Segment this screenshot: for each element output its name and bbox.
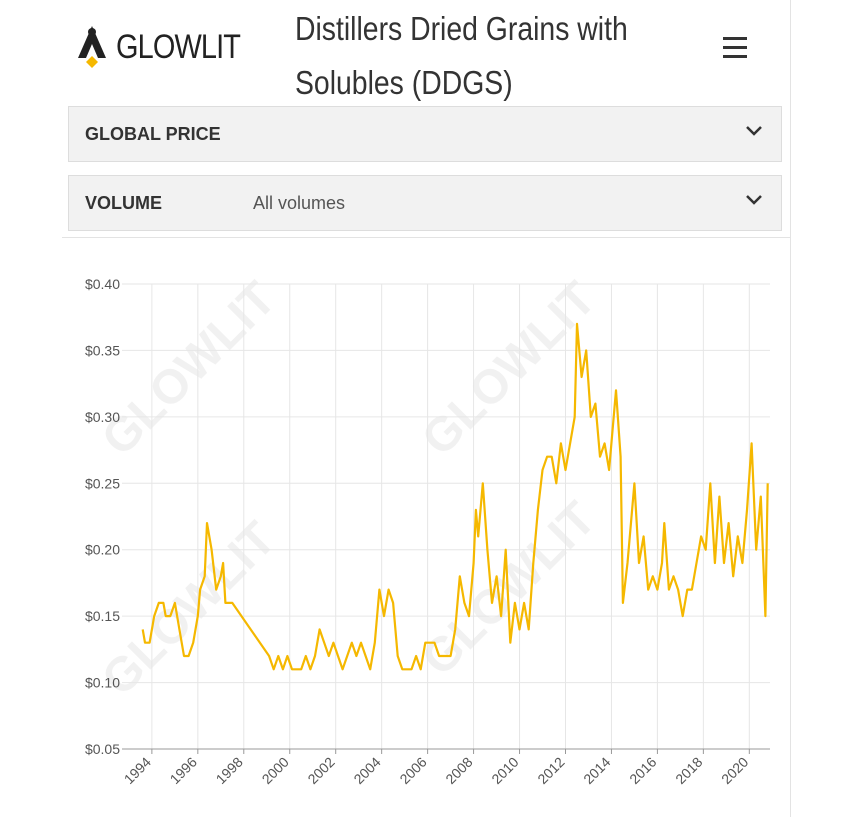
- x-tick-label: 1998: [213, 754, 246, 787]
- x-tick-label: 2016: [626, 754, 659, 787]
- x-tick-label: 2012: [534, 754, 567, 787]
- x-tick-label: 2006: [396, 754, 429, 787]
- border: [790, 0, 791, 817]
- x-tick-label: 2020: [718, 754, 751, 787]
- logo-icon: [78, 26, 106, 68]
- logo-text: GLOWLIT: [116, 27, 241, 66]
- y-tick-label: $0.25: [85, 475, 120, 491]
- divider: [62, 237, 790, 238]
- x-tick-label: 2002: [304, 754, 337, 787]
- chevron: [746, 195, 762, 205]
- dropdown-value: All volumes: [253, 192, 346, 213]
- watermark: GLOWLIT: [92, 512, 286, 706]
- y-tick-label: $0.40: [85, 276, 120, 292]
- x-tick-label: 2004: [350, 754, 383, 787]
- y-tick-label: $0.20: [85, 542, 120, 558]
- y-tick-label: $0.30: [85, 409, 120, 425]
- x-tick-label: 1996: [167, 754, 200, 787]
- x-tick-label: 2018: [672, 754, 705, 787]
- x-tick-label: 2008: [442, 754, 475, 787]
- dropdown-label: VOLUME: [85, 192, 163, 213]
- chevron: [746, 126, 762, 136]
- x-tick-label: 2014: [580, 754, 613, 787]
- page-title: Distillers Dried Grains with Solubles (D…: [295, 10, 628, 101]
- line-series: [141, 322, 769, 671]
- y-tick-label: $0.10: [85, 675, 120, 691]
- y-tick-label: $0.35: [85, 342, 120, 358]
- dropdown[interactable]: GLOBAL PRICE: [68, 106, 782, 162]
- y-tick-label: $0.15: [85, 608, 120, 624]
- x-tick-label: 1994: [121, 754, 154, 787]
- logo[interactable]: GLOWLIT: [76, 24, 262, 70]
- menu-button[interactable]: [723, 37, 747, 64]
- dropdown-label: GLOBAL PRICE: [85, 123, 221, 144]
- watermark: GLOWLIT: [92, 272, 286, 466]
- x-tick-label: 2000: [259, 754, 292, 787]
- dropdown[interactable]: VOLUME All volumes: [68, 175, 782, 231]
- x-tick-label: 2010: [488, 754, 521, 787]
- y-tick-label: $0.05: [85, 741, 120, 757]
